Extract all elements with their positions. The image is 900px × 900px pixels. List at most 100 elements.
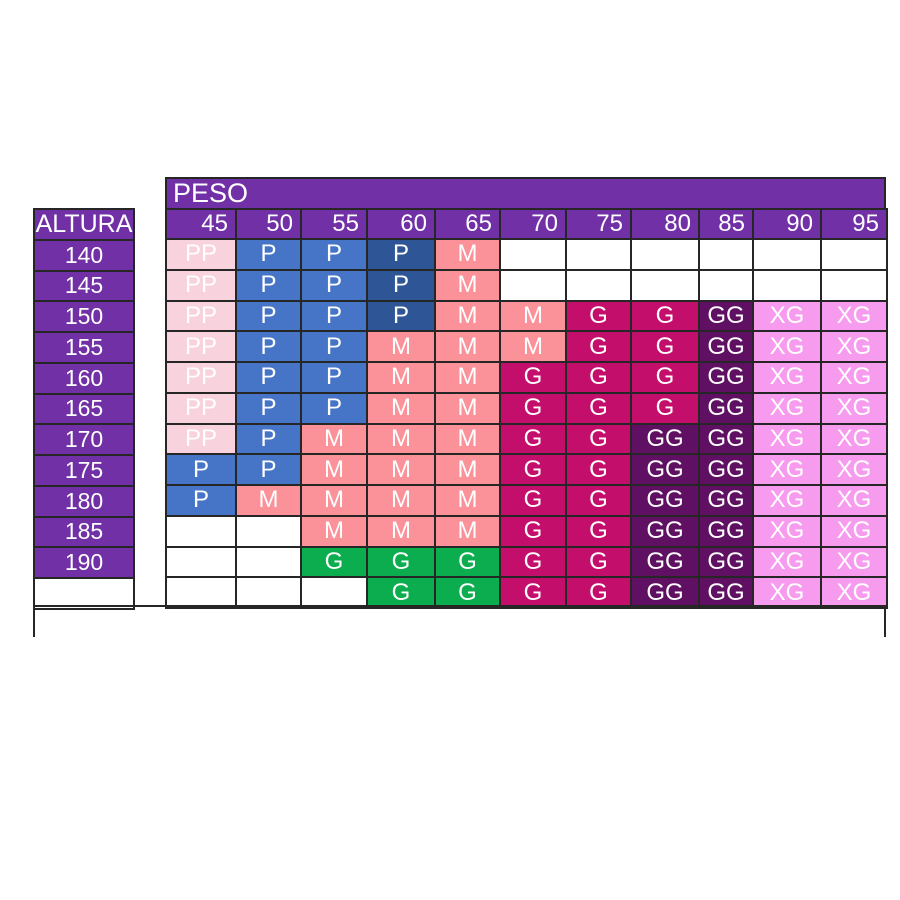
size-cell-pp: PP — [165, 268, 237, 302]
height-cell: 140 — [33, 238, 135, 272]
size-cell-pp: PP — [165, 361, 237, 394]
size-cell-pp: PP — [165, 391, 237, 425]
size-grid: 45 50 55 60 65 70 75 80 85 90 95 PP P P P M PP P P P M PP P P P M… — [165, 208, 888, 609]
size-cell-gr: G — [366, 576, 436, 609]
size-cell-m: M — [434, 391, 501, 425]
size-cell-g: G — [499, 422, 567, 456]
size-cell-xg: XG — [752, 453, 822, 486]
size-cell-gg: GG — [698, 514, 754, 548]
size-cell-m: M — [434, 268, 501, 302]
size-cell-m: M — [300, 514, 368, 548]
weight-cell: 90 — [752, 208, 822, 240]
weight-cell: 60 — [366, 208, 436, 240]
size-cell-m: M — [434, 361, 501, 394]
size-cell-p: P — [235, 422, 302, 456]
size-cell-m: M — [434, 330, 501, 363]
empty-size-cell — [698, 238, 754, 271]
empty-size-cell — [499, 268, 567, 302]
size-cell-gg: GG — [698, 453, 754, 486]
left-edge-rule — [33, 606, 35, 637]
size-cell-xg: XG — [752, 330, 822, 363]
empty-size-cell — [300, 576, 368, 609]
size-cell-p: P — [235, 453, 302, 486]
weight-cell: 85 — [698, 208, 754, 240]
empty-size-cell — [698, 268, 754, 302]
size-cell-m: M — [366, 391, 436, 425]
size-cell-p: P — [300, 238, 368, 271]
weight-cell: 50 — [235, 208, 302, 240]
weight-cell: 95 — [820, 208, 888, 240]
size-cell-m: M — [499, 299, 567, 333]
table-bottom-rule — [33, 605, 886, 607]
size-cell-xg: XG — [752, 484, 822, 517]
size-cell-m: M — [366, 453, 436, 486]
size-cell-p: P — [235, 268, 302, 302]
size-cell-gg: GG — [630, 422, 700, 456]
size-cell-p: P — [165, 453, 237, 486]
size-cell-m: M — [434, 453, 501, 486]
table-row: PP P M M M G G GG GG XG XG — [165, 422, 888, 456]
empty-size-cell — [165, 576, 237, 609]
size-cell-xg: XG — [820, 576, 888, 609]
size-cell-g: G — [565, 514, 632, 548]
size-cell-g: G — [499, 453, 567, 486]
size-cell-gr: G — [434, 576, 501, 609]
size-cell-xg: XG — [820, 545, 888, 579]
table-row: PP P P P M — [165, 238, 888, 271]
size-cell-g: G — [499, 391, 567, 425]
size-cell-g: G — [565, 576, 632, 609]
empty-height-cell — [33, 577, 135, 610]
table-row: P M M M M G G GG GG XG XG — [165, 484, 888, 517]
empty-size-cell — [165, 514, 237, 548]
size-cell-pd: P — [366, 238, 436, 271]
size-cell-p: P — [165, 484, 237, 517]
size-cell-xg: XG — [820, 299, 888, 333]
size-cell-p: P — [235, 330, 302, 363]
size-cell-m: M — [434, 299, 501, 333]
size-cell-pd: P — [366, 299, 436, 333]
table-row: G G G G G GG GG XG XG — [165, 545, 888, 579]
height-cell: 145 — [33, 269, 135, 303]
size-cell-g: G — [565, 453, 632, 486]
size-cell-xg: XG — [820, 514, 888, 548]
table-row: M M M G G GG GG XG XG — [165, 514, 888, 548]
table-row: PP P P M M M G G GG XG XG — [165, 330, 888, 363]
height-cell: 150 — [33, 300, 135, 333]
size-cell-xg: XG — [820, 453, 888, 486]
table-row: PP P P M M G G G GG XG XG — [165, 391, 888, 425]
weight-cell: 55 — [300, 208, 368, 240]
height-cell: 160 — [33, 361, 135, 395]
size-cell-gg: GG — [698, 422, 754, 456]
height-cell: 180 — [33, 484, 135, 518]
empty-size-cell — [499, 238, 567, 271]
empty-size-cell — [752, 238, 822, 271]
size-cell-g: G — [499, 361, 567, 394]
size-cell-xg: XG — [752, 545, 822, 579]
size-cell-gg: GG — [698, 391, 754, 425]
size-cell-g: G — [499, 576, 567, 609]
size-cell-p: P — [235, 361, 302, 394]
table-row: G G G G GG GG XG XG — [165, 576, 888, 609]
size-cell-g: G — [630, 391, 700, 425]
size-cell-gg: GG — [698, 299, 754, 333]
size-cell-gg: GG — [630, 453, 700, 486]
size-cell-gr: G — [434, 545, 501, 579]
size-cell-g: G — [499, 545, 567, 579]
size-cell-g: G — [630, 299, 700, 333]
size-cell-gg: GG — [630, 514, 700, 548]
empty-size-cell — [565, 268, 632, 302]
height-cell: 175 — [33, 454, 135, 487]
size-cell-gg: GG — [698, 576, 754, 609]
size-cell-pp: PP — [165, 330, 237, 363]
size-cell-xg: XG — [752, 422, 822, 456]
size-cell-g: G — [565, 361, 632, 394]
weight-cell: 70 — [499, 208, 567, 240]
size-cell-m: M — [434, 484, 501, 517]
size-cell-m: M — [366, 422, 436, 456]
size-cell-p: P — [300, 330, 368, 363]
size-cell-m: M — [300, 484, 368, 517]
size-cell-m: M — [300, 453, 368, 486]
size-cell-gg: GG — [630, 576, 700, 609]
size-cell-pp: PP — [165, 299, 237, 333]
size-cell-p: P — [300, 391, 368, 425]
